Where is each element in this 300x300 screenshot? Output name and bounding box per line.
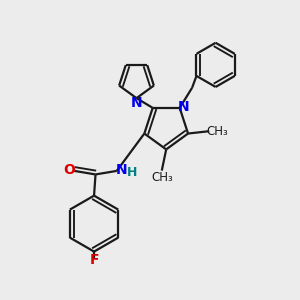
Text: H: H <box>127 166 137 179</box>
Text: N: N <box>116 163 128 177</box>
Text: O: O <box>63 163 75 177</box>
Text: CH₃: CH₃ <box>151 171 173 184</box>
Text: CH₃: CH₃ <box>207 125 228 138</box>
Text: N: N <box>177 100 189 114</box>
Text: N: N <box>131 96 142 110</box>
Text: F: F <box>89 253 99 267</box>
